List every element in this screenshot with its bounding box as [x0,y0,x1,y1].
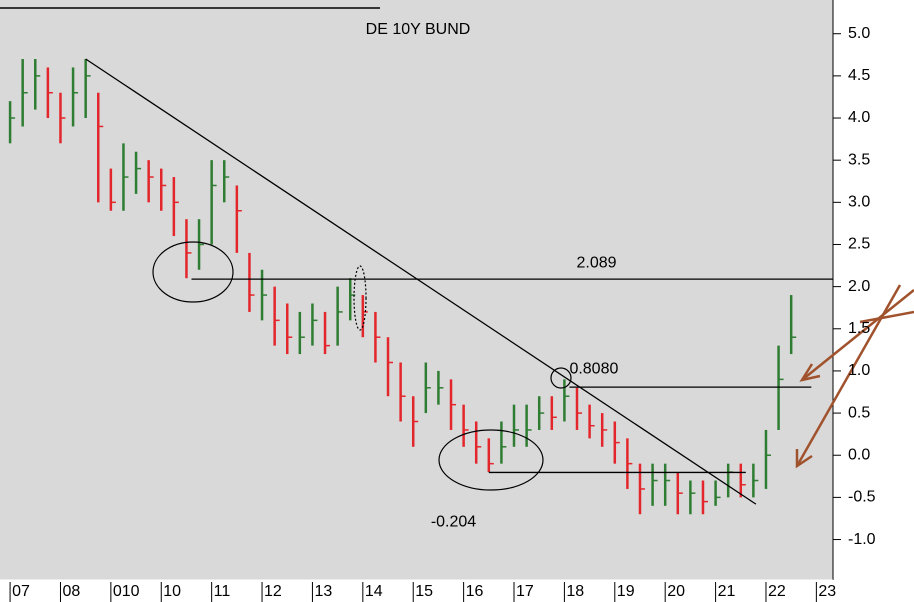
level-label: 0.8080 [569,360,618,377]
level-label: -0.204 [431,514,476,531]
y-tick-label: 1.0 [848,362,870,379]
arrow [795,284,902,467]
ellipse [353,265,367,331]
y-tick-label: 2.5 [848,236,870,253]
x-tick-label: 21 [718,583,736,600]
ellipse [438,429,544,491]
x-tick-label: 18 [566,583,584,600]
y-tick-label: 3.5 [848,151,870,168]
ellipse [152,241,234,303]
y-tick-label: -0.5 [848,489,876,506]
x-tick-label: 12 [264,583,282,600]
x-tick-label: 23 [818,583,836,600]
x-tick-label: 08 [62,583,80,600]
plot-background [0,0,833,580]
y-tick-label: 4.0 [848,109,870,126]
y-tick-label: -1.0 [848,531,876,548]
y-tick-label: 1.5 [848,320,870,337]
y-tick-label: 3.0 [848,194,870,211]
x-tick-label: 14 [365,583,383,600]
x-tick-label: 20 [667,583,685,600]
y-tick-label: 0.5 [848,404,870,421]
x-tick-label: 19 [617,583,635,600]
x-tick-label: 22 [768,583,786,600]
level-label: 2.089 [576,254,616,271]
x-tick-label: 15 [415,583,433,600]
arrow-line [859,310,914,324]
circle [550,367,572,389]
arrows [795,284,914,469]
x-tick-label: 13 [314,583,332,600]
y-tick-label: 5.0 [848,25,870,42]
arrow [801,289,914,381]
x-tick-label: 07 [12,583,30,600]
x-tick-label: 17 [516,583,534,600]
chart-title: DE 10Y BUND [366,21,471,38]
highlights [152,241,572,491]
arrowhead [799,363,821,382]
x-tick-label: 16 [466,583,484,600]
arrowhead [795,449,813,469]
y-tick-label: 2.0 [848,278,870,295]
y-tick-label: 4.5 [848,67,870,84]
trendline [85,58,757,505]
x-tick-label: 11 [214,583,231,600]
y-tick-label: 0.0 [848,446,870,463]
x-tick-label: 10 [163,583,181,600]
x-tick-label: 010 [113,583,140,600]
